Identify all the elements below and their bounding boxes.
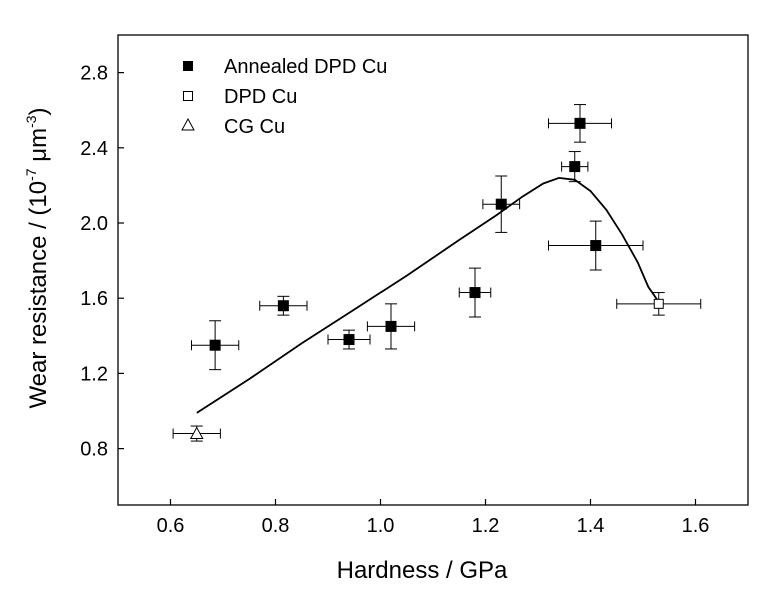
- data-point: [548, 220, 644, 271]
- x-tick-label: 1.2: [472, 515, 500, 537]
- legend-item-dpd: DPD Cu: [183, 86, 297, 108]
- x-tick-label: 0.6: [157, 515, 185, 537]
- y-axis-title-exp2: -3: [23, 115, 39, 128]
- legend-label: CG Cu: [224, 116, 285, 138]
- x-tick-label: 1.6: [682, 515, 710, 537]
- y-tick-label: 1.6: [80, 288, 108, 310]
- data-point: [561, 151, 589, 183]
- data-point: [548, 104, 612, 143]
- y-tick-label: 2.4: [80, 138, 108, 160]
- data-point: [616, 292, 702, 316]
- marker-open-triangle: [189, 426, 204, 440]
- y-tick-label: 0.8: [80, 439, 108, 461]
- marker-filled-square: [209, 339, 221, 351]
- marker-filled-square: [574, 117, 586, 129]
- marker-filled-square: [385, 320, 397, 332]
- marker-filled-square: [277, 300, 289, 312]
- x-tick-label: 1.4: [577, 515, 605, 537]
- data-point: [259, 295, 308, 316]
- legend-item-cg: CG Cu: [181, 116, 285, 138]
- data-point: [191, 320, 240, 371]
- x-tick-label: 0.8: [262, 515, 290, 537]
- legend-marker-open-triangle: [181, 117, 195, 131]
- marker-open-square: [653, 298, 664, 309]
- y-axis-title: Wear resistance / (10-7 μm-3): [23, 107, 52, 408]
- data-point: [327, 329, 371, 350]
- data-point: [172, 425, 221, 442]
- legend-marker-open-square: [183, 91, 193, 101]
- legend: Annealed DPD Cu DPD Cu CG Cu: [181, 56, 387, 138]
- y-axis-ticks: 0.8 1.2 1.6 2.0 2.4 2.8: [80, 63, 124, 461]
- data-points-layer: [172, 104, 702, 442]
- x-tick-label: 1.0: [367, 515, 395, 537]
- plot-frame: [117, 34, 749, 506]
- marker-filled-square: [569, 161, 581, 173]
- marker-filled-square: [495, 198, 507, 210]
- marker-filled-square: [343, 334, 355, 346]
- marker-filled-square: [469, 287, 481, 299]
- fit-curve-layer: [196, 176, 660, 414]
- data-point: [366, 303, 416, 350]
- y-axis-title-mid: μm: [25, 128, 52, 169]
- y-tick-label: 2.0: [80, 213, 108, 235]
- y-tick-label: 2.8: [80, 63, 108, 85]
- y-axis-title-end: ): [25, 107, 52, 115]
- legend-item-annealed: Annealed DPD Cu: [183, 56, 387, 78]
- marker-filled-square: [590, 240, 602, 252]
- x-axis-title: Hardness / GPa: [337, 557, 508, 584]
- y-axis-title-main: Wear resistance / (10: [25, 181, 52, 409]
- data-point: [458, 267, 492, 318]
- fit-curve: [196, 176, 660, 414]
- y-axis-title-exp1: -7: [23, 168, 39, 181]
- data-point: [482, 175, 521, 233]
- legend-marker-filled-square: [183, 61, 193, 71]
- legend-label: DPD Cu: [224, 86, 297, 108]
- legend-label: Annealed DPD Cu: [224, 56, 387, 78]
- x-axis-ticks: 0.6 0.8 1.0 1.2 1.4 1.6: [157, 499, 710, 537]
- y-tick-label: 1.2: [80, 363, 108, 385]
